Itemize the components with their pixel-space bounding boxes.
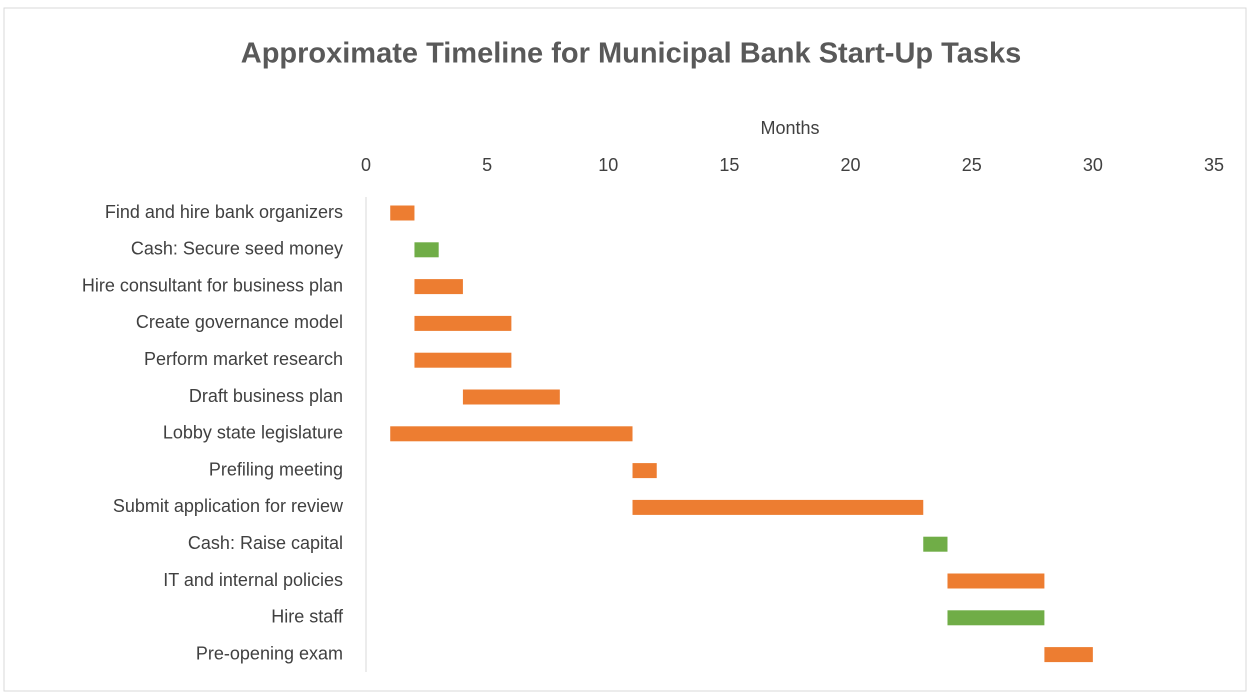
x-tick-label: 35	[1204, 155, 1224, 175]
bar	[390, 205, 415, 221]
x-tick-label: 10	[598, 155, 618, 175]
bar	[632, 499, 924, 515]
y-tick-label: Cash: Raise capital	[188, 533, 343, 553]
x-tick-label: 15	[719, 155, 739, 175]
bar	[923, 536, 948, 552]
bar	[632, 463, 657, 479]
bar	[414, 315, 512, 331]
chart-title: Approximate Timeline for Municipal Bank …	[241, 38, 1021, 70]
x-tick-label: 30	[1083, 155, 1103, 175]
y-tick-label: Perform market research	[144, 349, 343, 369]
bar	[1044, 647, 1093, 663]
bar	[462, 389, 560, 405]
y-tick-label: Submit application for review	[113, 496, 344, 516]
bar	[947, 573, 1045, 589]
y-tick-label: Hire staff	[271, 607, 344, 627]
y-tick-label: Prefiling meeting	[209, 459, 343, 479]
y-tick-label: Draft business plan	[189, 386, 343, 406]
y-tick-label: Lobby state legislature	[163, 423, 343, 443]
y-tick-label: Create governance model	[136, 312, 343, 332]
bar	[390, 426, 633, 442]
y-tick-label: Find and hire bank organizers	[105, 202, 343, 222]
y-tick-label: IT and internal policies	[163, 570, 343, 590]
bar	[947, 610, 1045, 626]
bar	[414, 242, 439, 258]
y-tick-label: Cash: Secure seed money	[131, 239, 343, 259]
bar	[414, 279, 463, 295]
bar	[414, 352, 512, 368]
x-tick-label: 0	[361, 155, 371, 175]
x-axis-label: Months	[760, 118, 819, 138]
y-tick-label: Hire consultant for business plan	[82, 275, 343, 295]
y-tick-label: Pre-opening exam	[196, 643, 343, 663]
x-tick-label: 5	[482, 155, 492, 175]
x-tick-label: 20	[841, 155, 861, 175]
x-tick-label: 25	[962, 155, 982, 175]
